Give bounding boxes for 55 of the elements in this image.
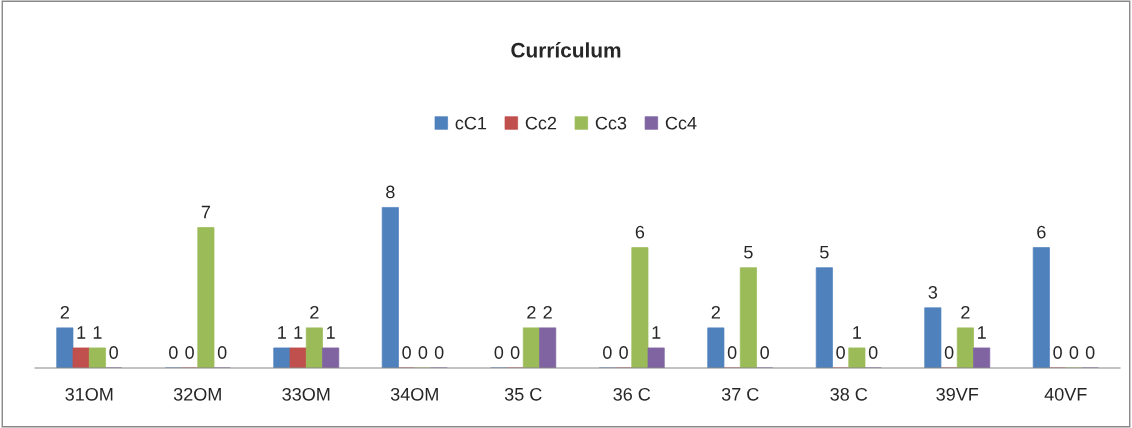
data-label: 6 [635, 225, 645, 239]
data-label: 2 [60, 305, 69, 319]
data-label: 0 [402, 346, 411, 359]
legend-label: Cc3 [595, 116, 627, 130]
data-label: 3 [928, 285, 938, 299]
data-label: 5 [820, 245, 829, 259]
data-label: 0 [109, 346, 118, 359]
data-label: 0 [1069, 346, 1079, 359]
x-tick-label: 32OM [173, 387, 221, 401]
data-label: 0 [494, 346, 504, 359]
data-label: 1 [77, 326, 86, 339]
x-tick-label: 31OM [65, 387, 113, 401]
x-tick-label: 34OM [390, 387, 438, 401]
data-label: 6 [1037, 225, 1046, 239]
data-label: 0 [418, 346, 428, 359]
chart-title: Currículum [511, 42, 621, 58]
x-tick-label: 33OM [282, 387, 330, 401]
data-label: 1 [93, 326, 102, 339]
x-tick-label: 38 C [830, 387, 868, 401]
data-label: 0 [760, 346, 769, 359]
legend-label: cC1 [455, 116, 487, 130]
data-label: 1 [978, 326, 986, 339]
data-label: 0 [217, 346, 227, 359]
data-label: 8 [386, 185, 395, 199]
data-label: 5 [744, 245, 753, 259]
x-tick-label: 37 C [721, 387, 759, 401]
x-tick-label: 36 C [613, 387, 651, 401]
data-label: 0 [619, 346, 628, 359]
data-label: 0 [868, 346, 878, 359]
data-label: 1 [652, 326, 661, 339]
legend-label: Cc2 [525, 116, 557, 130]
data-label: 7 [201, 205, 210, 219]
data-label: 0 [510, 346, 520, 359]
data-label: 0 [944, 346, 954, 359]
data-label: 2 [310, 305, 319, 319]
data-label: 2 [543, 305, 552, 319]
data-label: 1 [853, 326, 862, 339]
legend-label: Cc4 [665, 116, 697, 130]
data-label: 2 [961, 305, 970, 319]
x-tick-label: 40VF [1044, 387, 1087, 401]
data-label: 0 [1085, 346, 1095, 359]
data-label: 1 [327, 326, 335, 339]
data-label: 0 [836, 346, 845, 359]
x-tick-label: 35 C [504, 387, 542, 401]
data-label: 0 [185, 346, 194, 359]
data-label: 1 [278, 326, 286, 339]
x-tick-label: 39VF [936, 387, 979, 401]
data-label: 0 [434, 346, 444, 359]
data-label: 2 [527, 305, 536, 319]
data-label: 0 [169, 346, 178, 359]
data-label: 1 [294, 326, 303, 339]
data-label: 2 [711, 305, 720, 319]
data-label: 0 [727, 346, 737, 359]
data-label: 0 [603, 346, 612, 359]
data-label: 0 [1053, 346, 1062, 359]
